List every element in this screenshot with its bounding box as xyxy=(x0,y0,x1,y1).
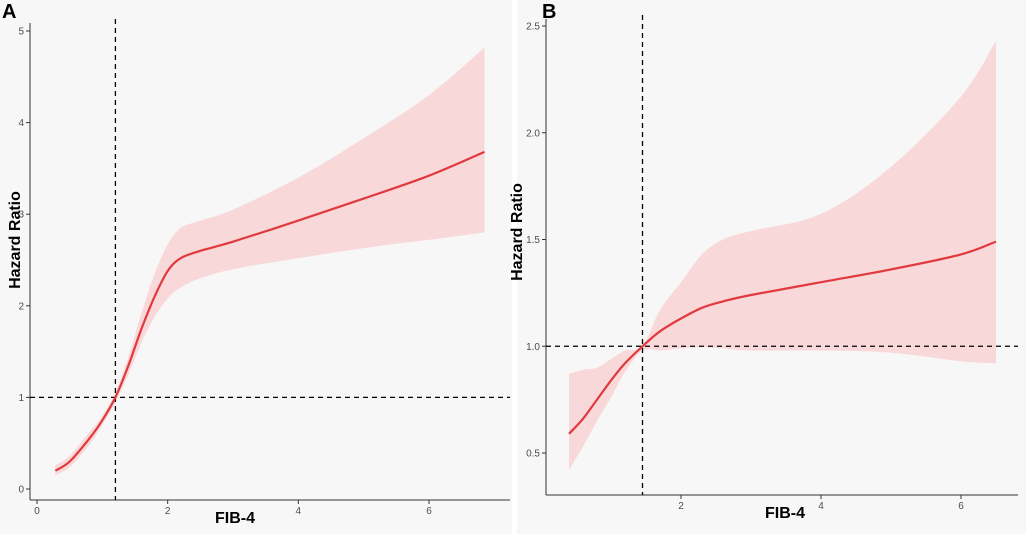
x-tick-label: 2 xyxy=(165,506,171,517)
y-tick-label: 1.5 xyxy=(526,235,540,246)
panel-a-y-axis-title: Hazard Ratio xyxy=(7,191,24,289)
y-tick-label: 1.0 xyxy=(526,342,540,353)
panel-a-y-ticks: 0 1 2 3 4 5 xyxy=(18,27,30,496)
panel-a-label: A xyxy=(2,1,16,23)
panel-b-y-axis-title: Hazard Ratio xyxy=(509,183,526,281)
x-tick-label: 4 xyxy=(296,506,302,517)
panel-b: B 0.5 1.0 1.5 2.0 2.5 2 4 6 FIB-4 Hazard Ratio xyxy=(509,0,1026,534)
y-tick-label: 2.5 xyxy=(526,22,540,33)
panel-b-x-ticks: 2 4 6 xyxy=(678,495,964,512)
y-tick-label: 0.5 xyxy=(526,449,540,460)
x-tick-label: 6 xyxy=(426,506,432,517)
y-tick-label: 3 xyxy=(18,210,24,221)
y-tick-label: 5 xyxy=(18,27,24,38)
panel-a-x-ticks: 0 2 4 6 xyxy=(34,500,432,517)
y-tick-label: 1 xyxy=(18,393,24,404)
x-tick-label: 2 xyxy=(678,501,684,512)
x-tick-label: 4 xyxy=(818,501,824,512)
panel-b-y-ticks: 0.5 1.0 1.5 2.0 2.5 xyxy=(526,22,546,460)
y-tick-label: 2.0 xyxy=(526,128,540,139)
panel-b-hazard-ratio-curve xyxy=(568,240,997,435)
panel-a-x-axis-title: FIB-4 xyxy=(215,510,255,527)
x-tick-label: 6 xyxy=(958,501,964,512)
y-tick-label: 0 xyxy=(18,485,24,496)
y-tick-label: 4 xyxy=(18,118,24,129)
panel-a-hazard-ratio-curve xyxy=(54,150,485,472)
panel-b-label: B xyxy=(542,1,556,23)
x-tick-label: 0 xyxy=(34,506,40,517)
panel-a-confidence-band xyxy=(55,47,485,476)
panel-b-x-axis-title: FIB-4 xyxy=(765,505,805,522)
panel-a: A 0 1 2 3 4 5 0 2 4 6 FIB-4 Hazard Ratio xyxy=(0,0,512,534)
y-tick-label: 2 xyxy=(18,301,24,312)
panel-divider xyxy=(512,0,517,534)
panel-b-confidence-band xyxy=(569,40,996,471)
